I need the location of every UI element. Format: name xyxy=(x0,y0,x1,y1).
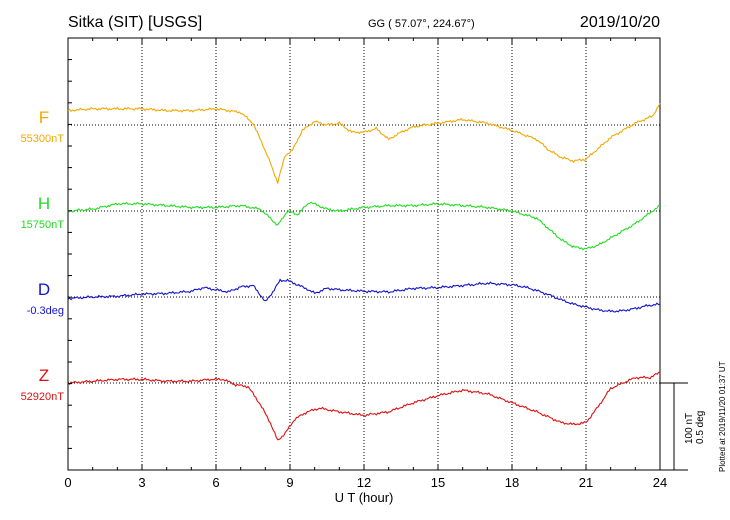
x-tick-label-18: 18 xyxy=(505,475,519,490)
series-line-f xyxy=(67,103,661,184)
plotted-timestamp: Plotted at 2019/11/20 01:37 UT xyxy=(718,361,727,472)
x-tick-label-12: 12 xyxy=(357,475,371,490)
series-name-d: D xyxy=(38,280,50,299)
x-tick-label-0: 0 xyxy=(64,475,71,490)
series-line-d xyxy=(67,278,661,313)
x-tick-label-9: 9 xyxy=(286,475,293,490)
series-labels: F 55300nT H 15750nT D -0.3deg Z 52920nT xyxy=(21,108,65,403)
station-title: Sitka (SIT) [USGS] xyxy=(68,14,202,31)
series-line-h xyxy=(67,201,661,251)
x-axis-title: U T (hour) xyxy=(335,490,394,505)
scale-label-deg: 0.5 deg xyxy=(695,411,706,444)
axis-ticks: 0 3 6 9 12 15 18 21 24 xyxy=(64,38,667,490)
x-tick-label-6: 6 xyxy=(212,475,219,490)
series-name-f: F xyxy=(39,108,49,127)
series-baseline-d: -0.3deg xyxy=(27,305,64,317)
grid-lines xyxy=(141,38,587,470)
series-baseline-h: 15750nT xyxy=(21,219,65,231)
series-name-h: H xyxy=(38,194,50,213)
date-label: 2019/10/20 xyxy=(580,14,660,31)
series-line-z xyxy=(67,371,661,441)
series-baseline-f: 55300nT xyxy=(21,133,65,145)
x-tick-label-3: 3 xyxy=(138,475,145,490)
x-tick-label-24: 24 xyxy=(653,475,667,490)
series-name-z: Z xyxy=(39,366,49,385)
scale-label-nt: 100 nT xyxy=(684,413,695,444)
scale-bar-group: 100 nT 0.5 deg xyxy=(660,382,706,471)
x-tick-label-21: 21 xyxy=(579,475,593,490)
x-tick-label-15: 15 xyxy=(431,475,445,490)
coordinates-label: GG ( 57.07°, 224.67°) xyxy=(368,18,475,30)
series-lines xyxy=(67,103,661,441)
series-baseline-z: 52920nT xyxy=(21,391,65,403)
